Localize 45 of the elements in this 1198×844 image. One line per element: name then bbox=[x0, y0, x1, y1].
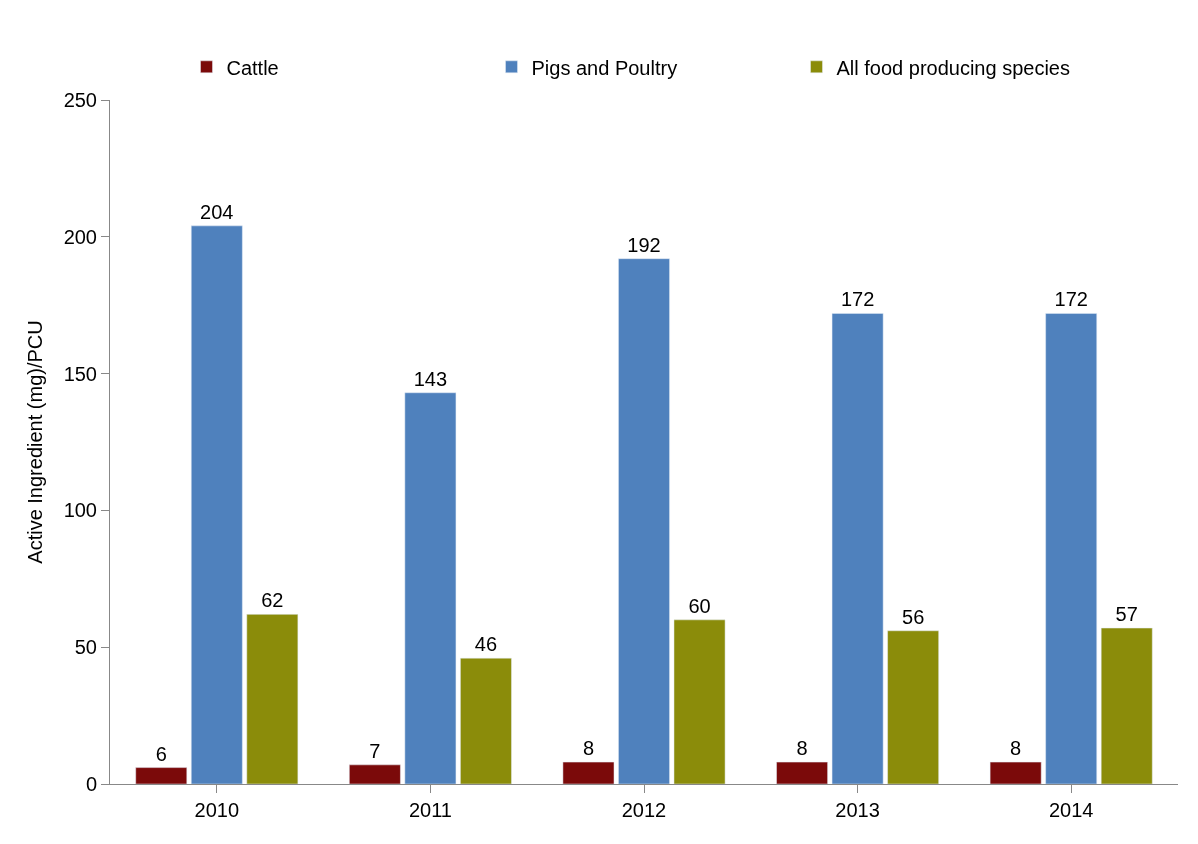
x-tick-label: 2010 bbox=[194, 799, 240, 821]
bar bbox=[404, 392, 457, 784]
data-label: 56 bbox=[902, 605, 925, 628]
bar bbox=[1045, 313, 1097, 784]
bar bbox=[831, 313, 884, 784]
legend-label: Cattle bbox=[226, 56, 279, 79]
x-tick-label: 2013 bbox=[835, 799, 880, 821]
y-tick-label: 100 bbox=[63, 499, 97, 522]
data-label: 60 bbox=[688, 594, 711, 617]
bar bbox=[349, 764, 401, 784]
y-axis-title: Active Ingredient (mg)/PCU bbox=[24, 320, 47, 564]
y-tick-label: 200 bbox=[63, 225, 97, 248]
y-tick-label: 250 bbox=[63, 89, 97, 111]
data-label: 46 bbox=[474, 633, 498, 656]
data-label: 7 bbox=[369, 739, 381, 762]
x-tick-label: 2011 bbox=[408, 799, 452, 821]
y-tick-label: 0 bbox=[85, 773, 97, 795]
data-label: 172 bbox=[1054, 288, 1088, 311]
legend-label: Pigs and Poultry bbox=[531, 56, 678, 79]
bar bbox=[135, 767, 188, 784]
data-label: 172 bbox=[840, 288, 875, 311]
bar bbox=[460, 657, 512, 784]
y-tick-label: 50 bbox=[74, 636, 97, 659]
data-label: 192 bbox=[627, 233, 661, 256]
bar bbox=[776, 761, 828, 784]
bar bbox=[673, 619, 726, 784]
data-label: 8 bbox=[1010, 737, 1022, 760]
legend-label: All food producing species bbox=[836, 56, 1070, 79]
bar bbox=[989, 761, 1042, 784]
bar bbox=[1100, 627, 1153, 784]
y-tick-label: 150 bbox=[63, 362, 97, 385]
bar bbox=[191, 225, 243, 784]
data-label: 143 bbox=[413, 367, 448, 390]
bar bbox=[246, 614, 299, 784]
x-tick-label: 2012 bbox=[621, 799, 667, 821]
data-label: 8 bbox=[582, 737, 595, 760]
data-label: 6 bbox=[155, 742, 167, 765]
data-label: 8 bbox=[796, 737, 808, 760]
data-label: 204 bbox=[200, 200, 234, 223]
data-label: 57 bbox=[1115, 603, 1138, 626]
x-tick-label: 2014 bbox=[1048, 799, 1094, 821]
bar bbox=[562, 761, 615, 784]
bar bbox=[887, 630, 939, 784]
data-label: 62 bbox=[261, 589, 284, 612]
bar bbox=[618, 258, 670, 784]
